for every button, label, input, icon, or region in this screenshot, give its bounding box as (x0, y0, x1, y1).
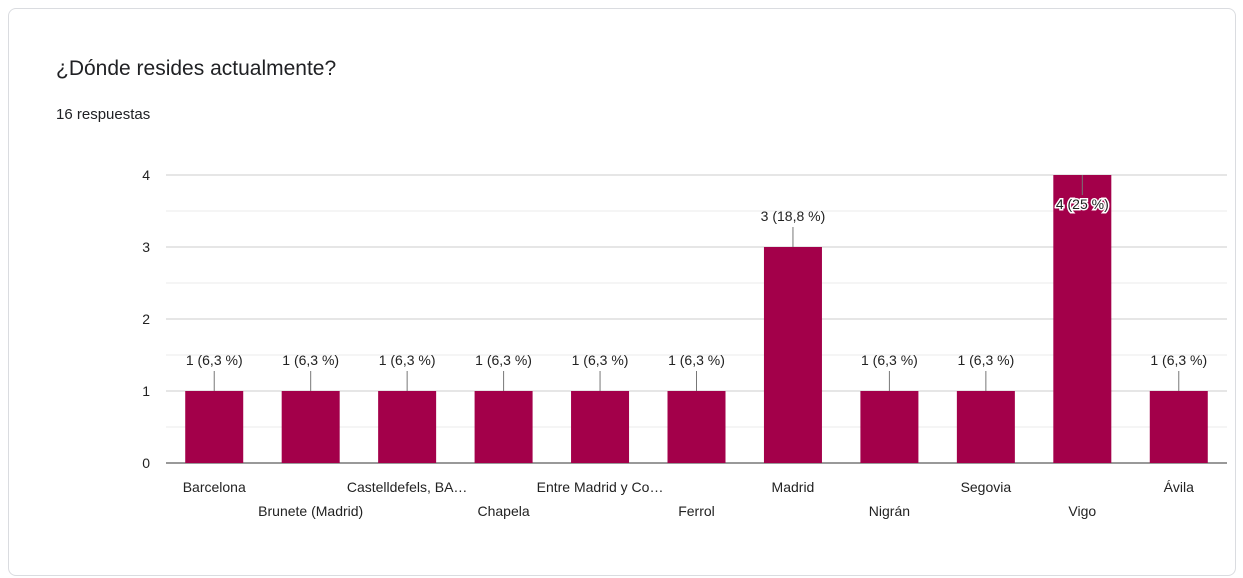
y-tick-label: 4 (142, 167, 150, 183)
data-label: 4 (25 %) (1056, 196, 1109, 212)
y-axis-ticks: 0 1 2 3 4 (142, 167, 150, 471)
data-labels: 1 (6,3 %) 1 (6,3 %) 1 (6,3 %) 1 (6,3 %) 1 (6… (186, 175, 1207, 391)
category-label: Ávila (1164, 479, 1195, 495)
chart-title: ¿Dónde resides actualmente? (56, 57, 337, 80)
data-label: 1 (6,3 %) (1150, 352, 1207, 368)
category-label: Madrid (772, 479, 815, 495)
data-label: 1 (6,3 %) (572, 352, 629, 368)
category-label: Barcelona (183, 479, 246, 495)
category-label: Nigrán (869, 503, 910, 519)
chart-card: ¿Dónde resides actualmente? 16 respuesta… (8, 8, 1236, 576)
bar[interactable] (763, 247, 822, 463)
bar[interactable] (1053, 175, 1112, 463)
bar[interactable] (956, 391, 1015, 463)
data-label: 1 (6,3 %) (668, 352, 725, 368)
category-label: Vigo (1068, 503, 1096, 519)
bar[interactable] (281, 391, 340, 463)
bars (185, 175, 1208, 463)
bar[interactable] (185, 391, 244, 463)
bar[interactable] (1149, 391, 1208, 463)
category-labels: Barcelona Brunete (Madrid) Castelldefels, … (183, 479, 1194, 519)
y-tick-label: 0 (142, 455, 150, 471)
category-label: Chapela (478, 503, 530, 519)
data-label: 1 (6,3 %) (475, 352, 532, 368)
category-label: Entre Madrid y Co… (537, 479, 664, 495)
data-label: 1 (6,3 %) (186, 352, 243, 368)
data-label: 1 (6,3 %) (957, 352, 1014, 368)
data-label: 1 (6,3 %) (379, 352, 436, 368)
bar[interactable] (571, 391, 630, 463)
bar[interactable] (474, 391, 533, 463)
bar[interactable] (378, 391, 437, 463)
data-label: 1 (6,3 %) (282, 352, 339, 368)
category-label: Brunete (Madrid) (258, 503, 363, 519)
y-tick-label: 2 (142, 311, 150, 327)
response-count: 16 respuestas (56, 106, 151, 123)
category-label: Segovia (961, 479, 1012, 495)
category-label: Castelldefels, BA… (347, 479, 468, 495)
bar[interactable] (667, 391, 726, 463)
data-label: 3 (18,8 %) (761, 208, 826, 224)
data-label: 1 (6,3 %) (861, 352, 918, 368)
y-tick-label: 1 (142, 383, 150, 399)
bar[interactable] (860, 391, 919, 463)
category-label: Ferrol (678, 503, 715, 519)
y-tick-label: 3 (142, 239, 150, 255)
